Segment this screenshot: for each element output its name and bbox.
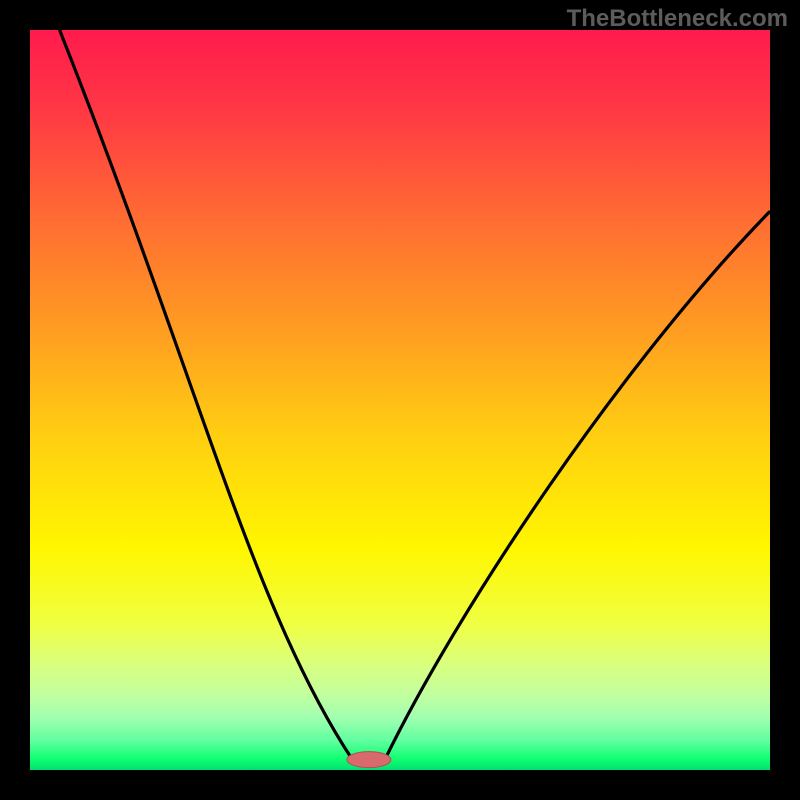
watermark-text: TheBottleneck.com [567,5,788,33]
bottleneck-marker [347,752,391,768]
bottleneck-plot [30,30,770,770]
plot-background [30,30,770,770]
chart-container: { "watermark": "TheBottleneck.com", "cha… [0,0,800,800]
plot-svg [30,30,770,770]
